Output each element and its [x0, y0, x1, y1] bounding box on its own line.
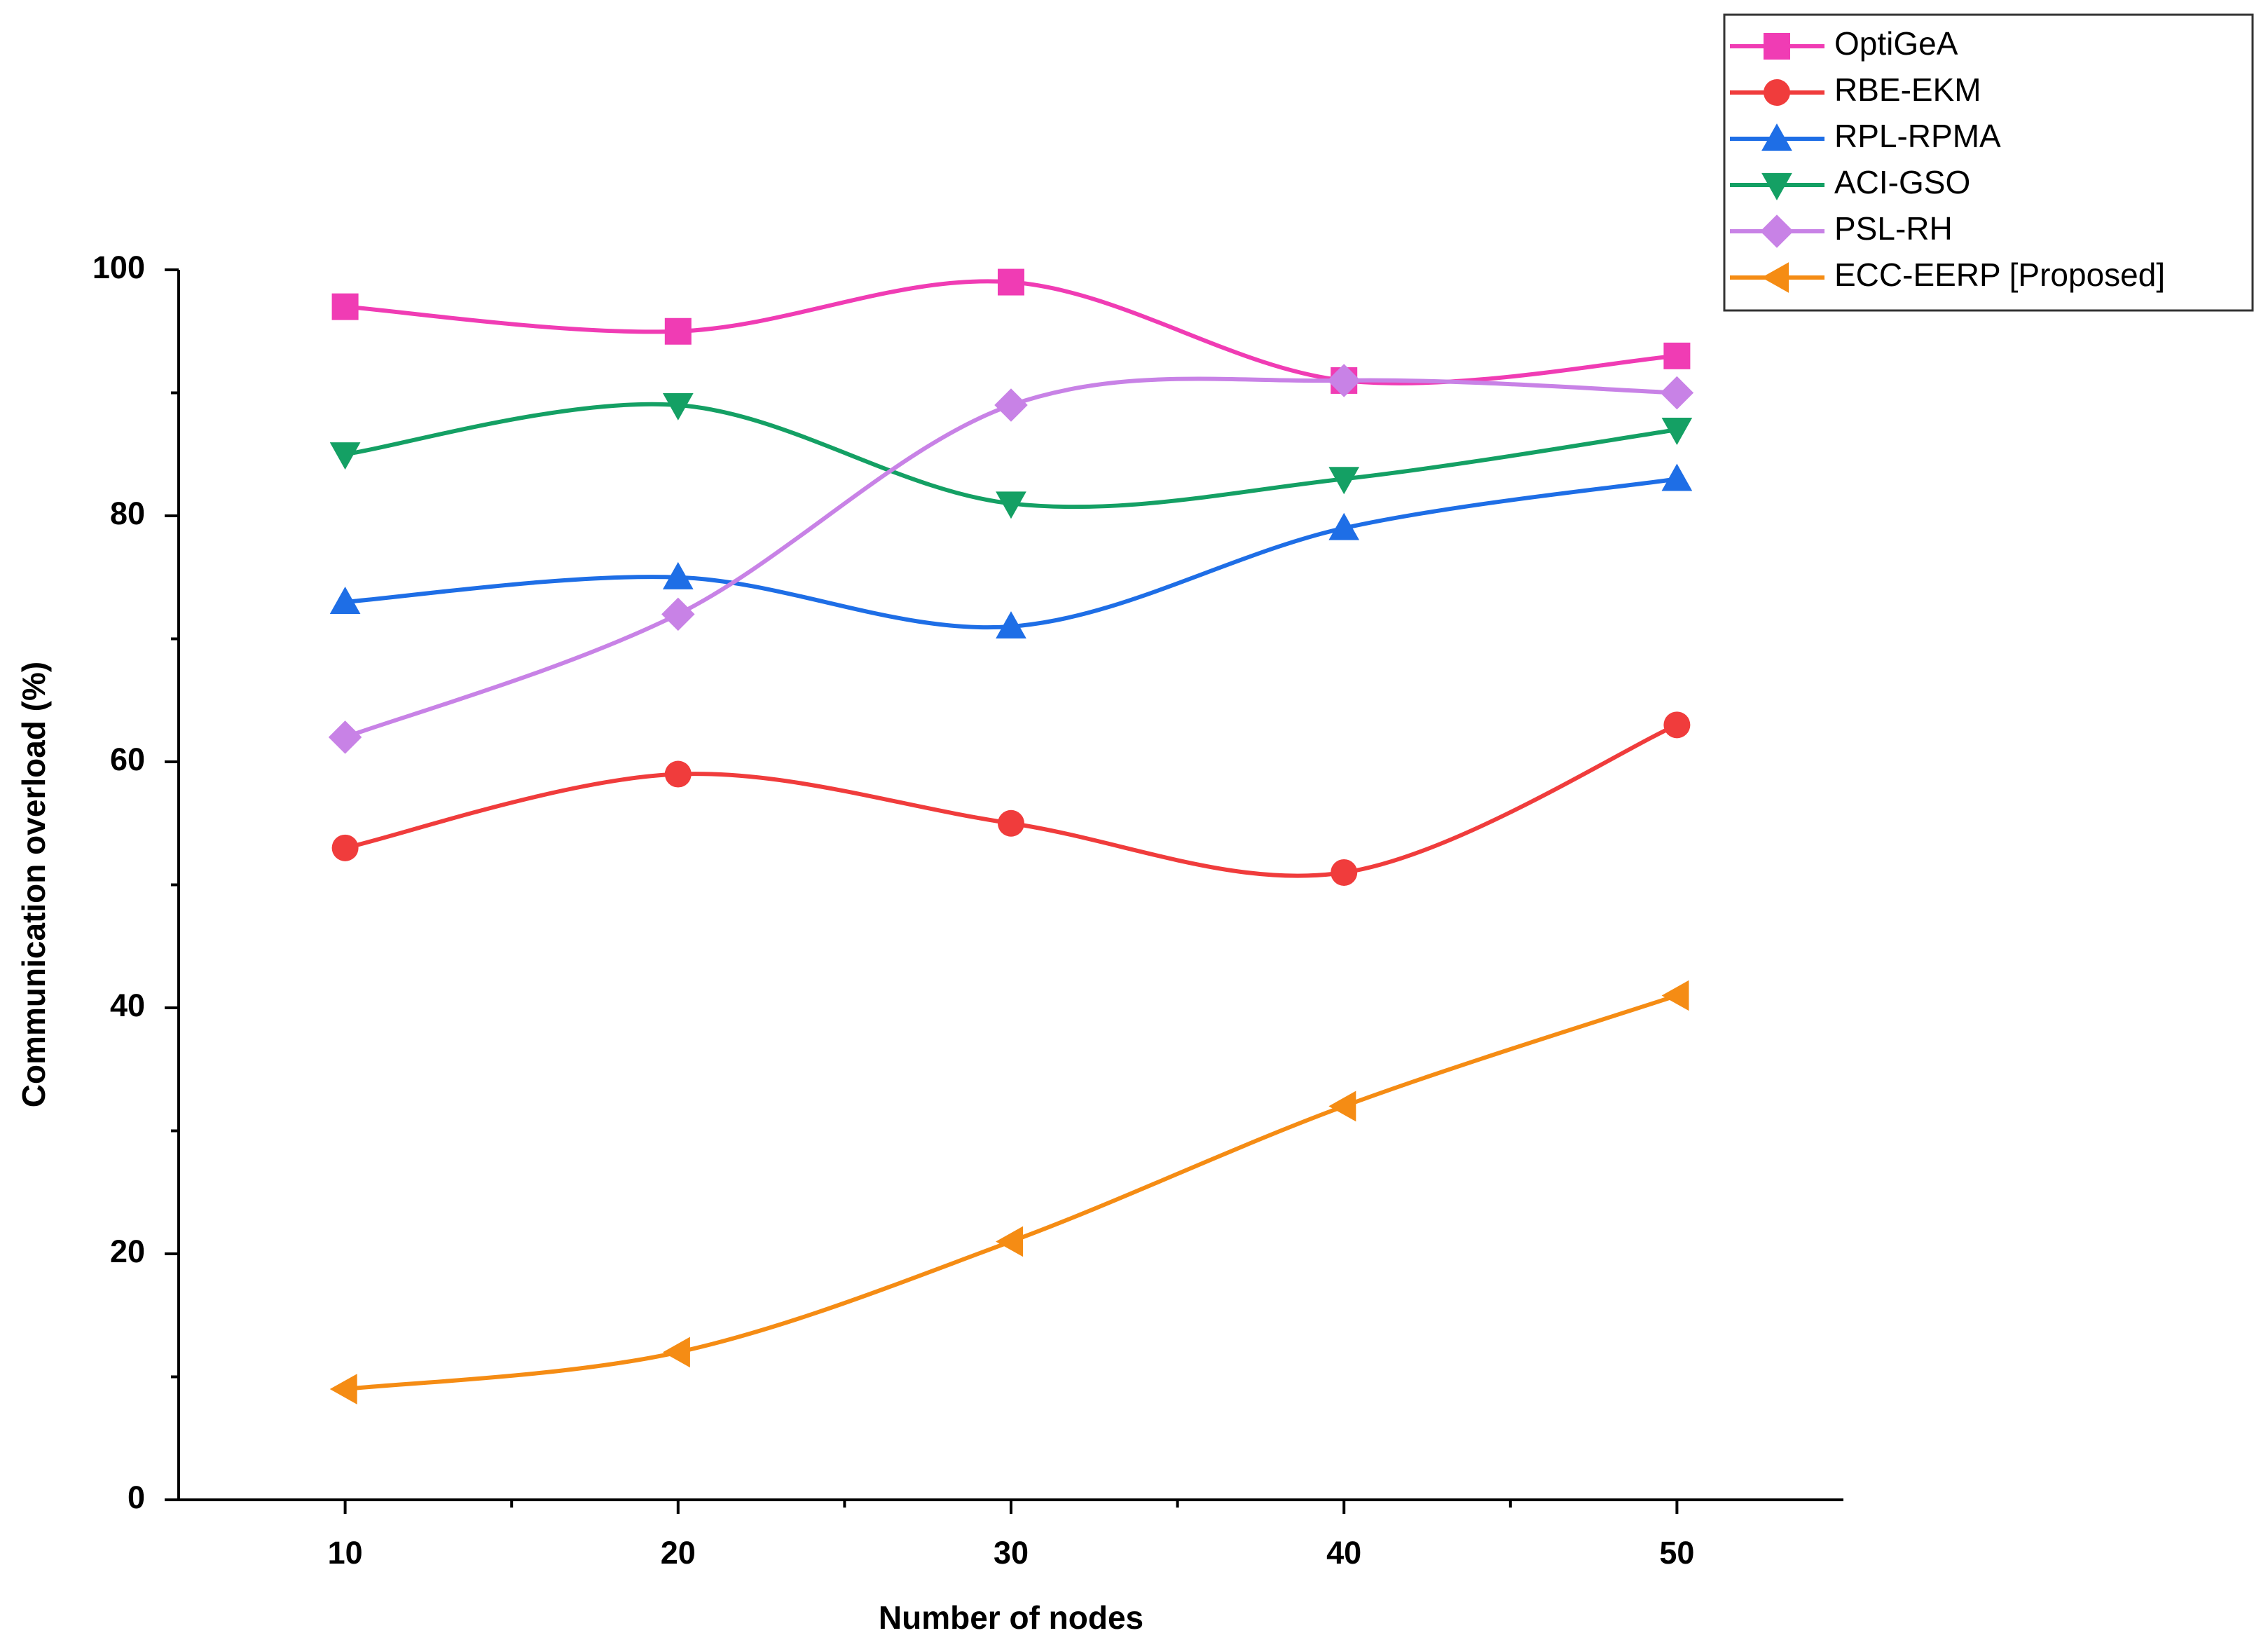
legend: OptiGeA RBE-EKM RPL-RPMA ACI-GSO PSL-RH ECC-E… — [1723, 13, 2254, 312]
marker — [998, 809, 1024, 837]
x-tick-label: 30 — [994, 1535, 1029, 1571]
legend-label: ECC-EERP [Proposed] — [1834, 257, 2165, 293]
series — [329, 463, 1693, 639]
marker — [1764, 79, 1790, 106]
marker — [664, 760, 692, 788]
marker — [1661, 463, 1693, 491]
series — [329, 392, 1693, 519]
marker — [1761, 262, 1789, 293]
legend-label: ACI-GSO — [1834, 164, 1970, 200]
series — [331, 268, 1691, 394]
marker — [664, 317, 692, 345]
x-tick-label: 50 — [1659, 1535, 1694, 1571]
marker — [662, 561, 694, 589]
legend-label: RPL-RPMA — [1834, 118, 2001, 154]
marker — [661, 597, 695, 631]
marker — [994, 388, 1028, 422]
line — [344, 723, 1678, 878]
legend-label: OptiGeA — [1834, 25, 1958, 62]
marker — [1660, 376, 1694, 410]
marker — [1663, 342, 1691, 369]
x-axis-label: Number of nodes — [879, 1599, 1143, 1636]
marker — [1328, 512, 1360, 540]
marker — [328, 720, 362, 754]
y-tick-label: 20 — [110, 1233, 145, 1269]
marker — [331, 834, 359, 861]
marker — [1661, 418, 1693, 445]
marker — [998, 268, 1024, 296]
marker — [329, 442, 361, 470]
y-axis-label: Communication overload (%) — [15, 662, 52, 1107]
x-tick-label: 20 — [661, 1535, 696, 1571]
marker — [662, 1337, 690, 1368]
marker — [996, 491, 1026, 519]
legend-label: PSL-RH — [1834, 210, 1953, 247]
marker — [1328, 1091, 1356, 1122]
legend-label: RBE-EKM — [1834, 71, 1981, 108]
marker — [1663, 711, 1691, 739]
marker — [1761, 123, 1792, 151]
line — [345, 993, 1678, 1392]
line — [345, 279, 1677, 385]
marker — [329, 1374, 357, 1405]
marker — [329, 587, 361, 614]
marker — [662, 392, 694, 421]
y-tick-label: 60 — [110, 742, 145, 777]
line — [344, 376, 1677, 739]
marker — [996, 1226, 1024, 1257]
series — [331, 711, 1691, 886]
x-tick-label: 10 — [328, 1535, 363, 1571]
marker — [1331, 859, 1358, 886]
y-tick-label: 100 — [92, 250, 145, 285]
marker — [1760, 214, 1794, 248]
marker — [1764, 33, 1790, 60]
marker — [1661, 980, 1689, 1011]
marker — [996, 611, 1026, 639]
x-tick-label: 40 — [1326, 1535, 1361, 1571]
y-tick-label: 0 — [128, 1479, 145, 1515]
y-tick-label: 80 — [110, 496, 145, 531]
y-tick-label: 40 — [110, 987, 145, 1023]
marker — [1761, 172, 1792, 200]
marker — [1327, 364, 1361, 397]
legend-box — [1723, 13, 2254, 312]
series — [328, 364, 1694, 754]
marker — [331, 293, 359, 320]
marker — [1328, 467, 1360, 495]
series — [329, 980, 1689, 1405]
